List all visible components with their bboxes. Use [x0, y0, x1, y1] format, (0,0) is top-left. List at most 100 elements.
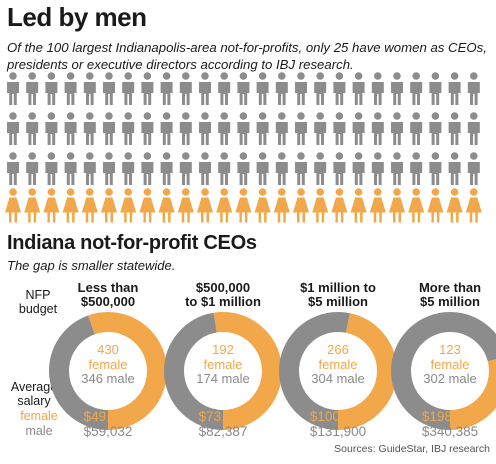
donut-center-labels: 430 female 346 male [48, 342, 168, 387]
male-person-icon [467, 112, 480, 145]
bracket-heading: More than $5 million [390, 281, 496, 309]
female-person-icon [158, 188, 175, 223]
male-person-icon [390, 112, 403, 145]
male-person-icon [275, 152, 288, 185]
male-person-icon [371, 72, 384, 105]
female-count-label: 123 female [430, 342, 470, 372]
male-person-icon [218, 72, 231, 105]
male-count-label: 346 male [81, 371, 135, 386]
male-person-icon [64, 72, 77, 105]
female-person-icon [273, 188, 290, 223]
bracket-heading-line: More than [418, 280, 482, 295]
section-title: Indiana not-for-profit CEOs [7, 232, 257, 254]
female-salary-label: $198,514 [421, 409, 479, 424]
male-person-icon [371, 152, 384, 185]
section-subtitle: The gap is smaller statewide. [7, 258, 176, 273]
bracket-heading-line: $500,000 [195, 280, 251, 295]
page-title: Led by men [7, 2, 147, 32]
male-count-label: 302 male [423, 371, 477, 386]
donut-chart: 266 female 304 male [278, 311, 398, 431]
male-person-icon [122, 72, 135, 105]
male-person-icon [237, 72, 250, 105]
male-salary-label: $82,387 [198, 424, 248, 439]
female-person-icon [177, 188, 194, 223]
female-count-label: 266 female [318, 342, 358, 372]
male-person-icon [429, 112, 442, 145]
male-person-icon [179, 152, 192, 185]
male-person-icon [199, 152, 211, 185]
male-person-icon [122, 112, 135, 145]
male-person-icon [103, 72, 115, 105]
male-person-icon [6, 72, 19, 105]
male-person-icon [448, 152, 461, 185]
male-person-icon [83, 72, 96, 105]
female-person-icon [331, 188, 348, 223]
male-person-icon [294, 152, 307, 185]
bracket-heading: $1 million to $5 million [278, 281, 398, 309]
male-person-icon [64, 152, 77, 185]
female-count-label: 430 female [88, 342, 128, 372]
bracket-heading-line: Less than [77, 280, 139, 295]
bracket-heading-line: $1 million to [300, 280, 376, 295]
female-person-icon [312, 188, 329, 223]
budget-row-label: NFP budget [8, 288, 68, 316]
salary-label-line2: salary [17, 394, 51, 408]
male-person-icon [333, 152, 346, 185]
male-person-icon [237, 112, 250, 145]
male-person-icon [390, 72, 403, 105]
male-person-icon [26, 72, 39, 105]
female-person-icon [139, 188, 156, 223]
male-person-icon [218, 112, 231, 145]
female-person-icon [369, 188, 386, 223]
male-person-icon [199, 112, 211, 145]
female-person-icon [350, 188, 367, 223]
donut-chart: 123 female 302 male [390, 311, 496, 431]
male-person-icon [333, 112, 346, 145]
female-slice [391, 312, 496, 430]
legend-female: female [20, 409, 58, 423]
bracket-heading-line: $500,000 [80, 294, 136, 309]
bracket-heading: Less than $500,000 [48, 281, 168, 309]
male-person-icon [122, 152, 135, 185]
male-person-icon [275, 112, 288, 145]
female-person-icon [408, 188, 425, 223]
female-person-icon [81, 188, 98, 223]
male-person-icon [467, 72, 480, 105]
people-pictogram [5, 72, 482, 223]
male-person-icon [448, 112, 461, 145]
legend-male: male [25, 424, 53, 438]
male-person-icon [256, 112, 269, 145]
bracket-heading-line: to $1 million [185, 294, 261, 309]
male-person-icon [45, 112, 58, 145]
female-count-label: 192 female [203, 342, 243, 372]
male-person-icon [314, 152, 327, 185]
female-person-icon [120, 188, 137, 223]
male-person-icon [256, 72, 269, 105]
female-slice [49, 312, 167, 430]
female-person-icon [24, 188, 41, 223]
male-person-icon [275, 72, 288, 105]
female-person-icon [427, 188, 444, 223]
male-person-icon [314, 112, 327, 145]
female-salary-label: $100,923 [309, 409, 367, 424]
male-person-icon [83, 152, 96, 185]
male-salary-label: $340,385 [421, 424, 479, 439]
donut-chart: 192 female 174 male [163, 311, 283, 431]
male-person-icon [179, 112, 192, 145]
male-person-icon [160, 112, 173, 145]
male-person-icon [6, 112, 19, 145]
bracket-heading-line: $5 million [308, 294, 368, 309]
sources-note: Sources: GuideStar, IBJ research [334, 443, 490, 455]
male-person-icon [390, 152, 403, 185]
female-salary-label: $49,250 [83, 409, 133, 424]
budget-label-line1: NFP [25, 288, 51, 302]
male-count-label: 304 male [311, 371, 365, 386]
male-person-icon [467, 152, 480, 185]
male-person-icon [448, 72, 461, 105]
male-person-icon [294, 112, 307, 145]
male-person-icon [141, 72, 154, 105]
male-person-icon [333, 72, 346, 105]
male-person-icon [410, 72, 423, 105]
female-person-icon [5, 188, 21, 223]
male-person-icon [429, 152, 442, 185]
